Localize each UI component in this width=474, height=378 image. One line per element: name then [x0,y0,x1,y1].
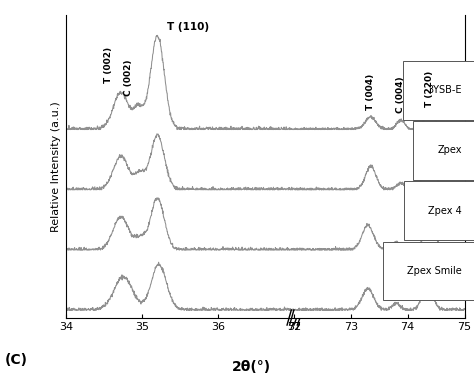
Text: Zpex Smile: Zpex Smile [407,266,462,276]
Text: C (004): C (004) [396,76,405,113]
Text: Zpex: Zpex [437,146,462,155]
Text: T (002): T (002) [104,46,112,82]
Text: 2θ(°): 2θ(°) [232,360,271,374]
Text: 3YSB-E: 3YSB-E [427,85,462,95]
Y-axis label: Relative Intensity (a.u.): Relative Intensity (a.u.) [51,101,61,232]
Text: T (220): T (220) [425,70,434,107]
Text: C (002): C (002) [124,60,133,96]
Text: T (004): T (004) [366,74,375,110]
Text: (C): (C) [5,353,28,367]
Text: Zpex 4: Zpex 4 [428,206,462,216]
Text: T (110): T (110) [167,22,210,32]
